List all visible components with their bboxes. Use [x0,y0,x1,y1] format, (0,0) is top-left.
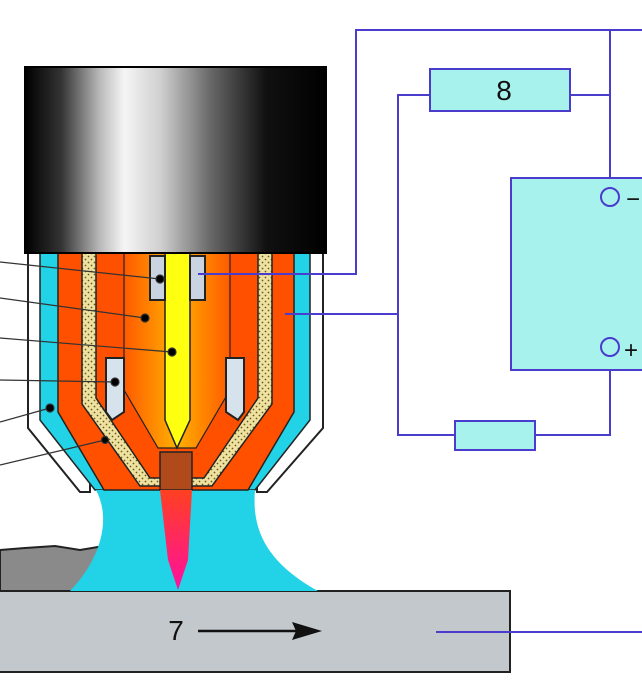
terminal-minus-label: − [626,186,640,213]
travel-direction-arrow [198,622,322,640]
terminal-plus-label: + [624,337,638,364]
workpiece-label: 7 [168,615,184,646]
torch-cap [24,66,327,254]
resistor-8 [429,68,571,112]
terminal-minus [600,187,620,207]
plasma-jet [160,490,192,590]
shield-gas-cloud [70,490,318,591]
cooling-channel-right [225,357,245,422]
power-source [510,177,642,371]
resistor-8-label: 8 [496,75,512,106]
nozzle-orifice [159,451,193,491]
callout-lines [0,261,177,466]
resistor-lower [454,420,536,451]
cooling-slot-right [189,255,206,301]
terminal-plus [600,337,620,357]
circuit-wiring [198,29,642,633]
cooling-channel-left [105,357,125,422]
